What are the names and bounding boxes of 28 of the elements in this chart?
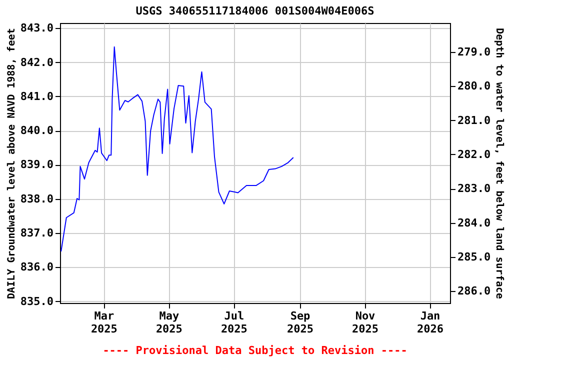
x-tick-label: Jan 2026 <box>417 310 444 336</box>
y-tick-label: 836.0 <box>20 260 54 274</box>
y-tick-label: 837.0 <box>20 226 54 240</box>
y-tick-label: 843.0 <box>20 22 54 35</box>
x-tick-label: Jul 2025 <box>220 310 248 336</box>
y2-tick-label: 284.0 <box>458 216 491 230</box>
x-tick-label: Mar 2025 <box>90 310 118 336</box>
y-tick-label: 838.0 <box>20 192 54 206</box>
y2-tick-label: 283.0 <box>458 182 491 196</box>
y-tick-label: 840.0 <box>20 124 54 138</box>
y2-tick-label: 286.0 <box>458 284 491 298</box>
y2-tick-label: 281.0 <box>458 114 491 127</box>
x-tick-label: May 2025 <box>156 310 182 336</box>
y-tick-label: 841.0 <box>20 90 54 103</box>
line-series <box>60 46 294 252</box>
chart-title: USGS 340655117184006 001S004W04E006S <box>136 4 374 18</box>
text: ---- Provisional Data Subject to Revision ---- <box>102 344 408 357</box>
y2-tick-label: 282.0 <box>458 148 491 161</box>
y2-tick-label: 285.0 <box>458 250 491 264</box>
y2-tick-label: 280.0 <box>458 80 491 93</box>
y2-tick-label: 279.0 <box>458 46 491 59</box>
y-tick-label: 835.0 <box>20 294 54 308</box>
y-axis-title: DAILY Groundwater level above NAVD 1988, feet <box>6 28 18 299</box>
x-tick-label: Sep 2025 <box>287 310 314 336</box>
y2-axis-title: Depth to water level, feet below land surface <box>494 28 505 299</box>
x-tick-label: Nov 2025 <box>352 310 379 336</box>
y-tick-label: 839.0 <box>20 158 54 172</box>
y-tick-label: 842.0 <box>20 56 54 69</box>
